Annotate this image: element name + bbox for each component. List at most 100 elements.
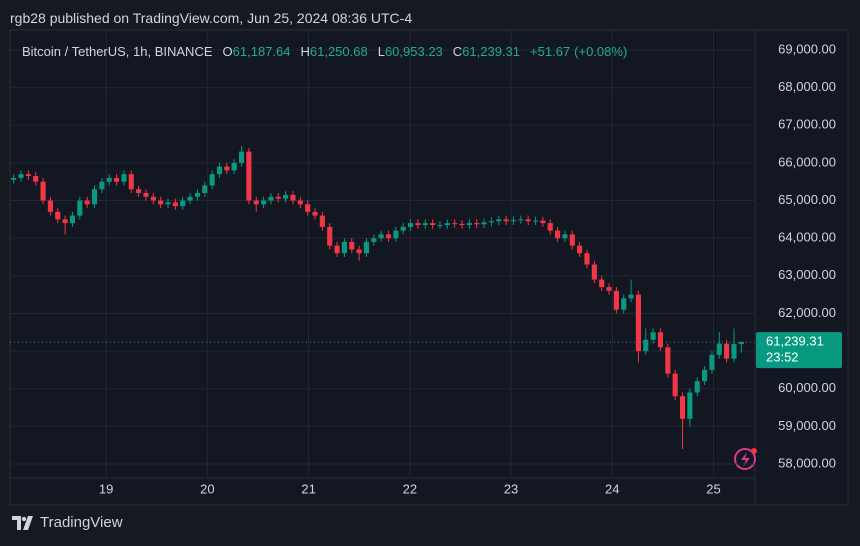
x-tick-label: 22	[403, 481, 417, 496]
candle-body	[606, 287, 612, 291]
y-tick-label: 58,000.00	[778, 455, 836, 470]
candle-body	[11, 177, 17, 180]
candle-body	[77, 200, 83, 216]
ohlc-key: O	[222, 44, 233, 59]
candle-body	[371, 238, 377, 242]
candle-body	[290, 194, 296, 201]
ohlc-key: H	[300, 44, 310, 59]
candle-body	[231, 162, 237, 171]
candle-body	[224, 166, 230, 171]
candle-body	[569, 234, 575, 246]
candle-body	[216, 166, 223, 175]
candles	[11, 145, 744, 449]
x-tick-label: 21	[301, 481, 315, 496]
y-tick-label: 68,000.00	[778, 79, 836, 94]
change-percent: (+0.08%)	[574, 44, 628, 59]
candle-body	[312, 211, 318, 216]
candle-body	[341, 241, 347, 254]
candle-body	[672, 373, 678, 397]
candle-body	[731, 344, 737, 359]
brand-name: TradingView	[40, 514, 123, 531]
candle-body	[378, 234, 384, 239]
y-tick-label: 66,000.00	[778, 154, 836, 169]
candle-body	[408, 223, 414, 227]
publish-header: rgb28 published on TradingView.com, Jun …	[10, 10, 413, 26]
ohlc-value: 61,239.31	[462, 44, 521, 59]
candle-body	[459, 223, 465, 226]
candle-body	[165, 202, 171, 205]
candle-body	[547, 223, 553, 231]
candle-body	[488, 221, 494, 223]
ohlc-key: L	[377, 44, 385, 59]
candle-body	[158, 200, 164, 205]
candle-body	[687, 392, 693, 419]
candle-body	[327, 226, 333, 246]
candle-body	[702, 369, 708, 382]
ohlc-value: 60,953.23	[384, 44, 443, 59]
candle-body	[415, 223, 421, 226]
candle-body	[452, 223, 458, 225]
candle-body	[525, 219, 531, 222]
candle-body	[657, 332, 664, 348]
candle-body	[99, 181, 105, 190]
ohlc-key: C	[452, 44, 463, 59]
candle-body	[150, 196, 156, 201]
candle-body	[400, 226, 406, 231]
y-tick-label: 60,000.00	[778, 380, 836, 395]
candle-body	[334, 245, 340, 254]
brand-logo	[12, 515, 33, 530]
candle-body	[577, 245, 583, 254]
y-tick-label: 63,000.00	[778, 267, 836, 282]
y-tick-label: 64,000.00	[778, 230, 836, 245]
alert-icon	[734, 448, 757, 470]
x-tick-label: 23	[504, 481, 518, 496]
candle-body	[584, 253, 590, 265]
candle-body	[437, 225, 443, 227]
footer-brand: TradingView	[12, 514, 123, 531]
y-tick-label: 67,000.00	[778, 117, 836, 132]
candle-body	[503, 219, 509, 222]
x-tick-label: 25	[706, 481, 720, 496]
candle-body	[33, 176, 39, 182]
candle-body	[128, 174, 134, 190]
candle-body	[444, 223, 450, 226]
candle-body	[643, 339, 649, 352]
candle-body	[628, 294, 634, 299]
y-tick-label: 59,000.00	[778, 418, 836, 433]
candle-body	[55, 211, 61, 220]
candle-body	[356, 249, 362, 254]
candle-body	[635, 294, 641, 352]
candle-body	[91, 189, 98, 205]
candle-body	[422, 223, 428, 226]
ohlc-value: 61,250.68	[309, 44, 368, 59]
candle-body	[261, 200, 267, 205]
candle-body	[238, 151, 245, 163]
candle-body	[510, 220, 517, 222]
candle-body	[349, 241, 355, 250]
candle-body	[496, 219, 502, 222]
candle-body	[18, 174, 24, 178]
x-tick-label: 24	[605, 481, 619, 496]
candle-body	[621, 298, 627, 310]
candle-body	[25, 174, 31, 177]
candle-body	[69, 215, 76, 224]
candle-body	[187, 196, 193, 201]
candle-body	[40, 181, 46, 201]
x-tick-label: 19	[99, 481, 113, 496]
candle-body	[143, 193, 149, 197]
candle-body	[62, 219, 68, 224]
candle-body	[268, 196, 274, 201]
candle-body	[393, 230, 399, 239]
countdown: 23:52	[766, 350, 799, 365]
candle-body	[694, 381, 700, 393]
candle-body	[709, 354, 715, 370]
candle-body	[738, 342, 744, 345]
candle-body	[84, 200, 90, 205]
candle-body	[613, 290, 619, 310]
candle-body	[562, 234, 568, 239]
candle-body	[283, 194, 289, 199]
candle-body	[474, 223, 480, 225]
candle-body	[106, 177, 112, 182]
